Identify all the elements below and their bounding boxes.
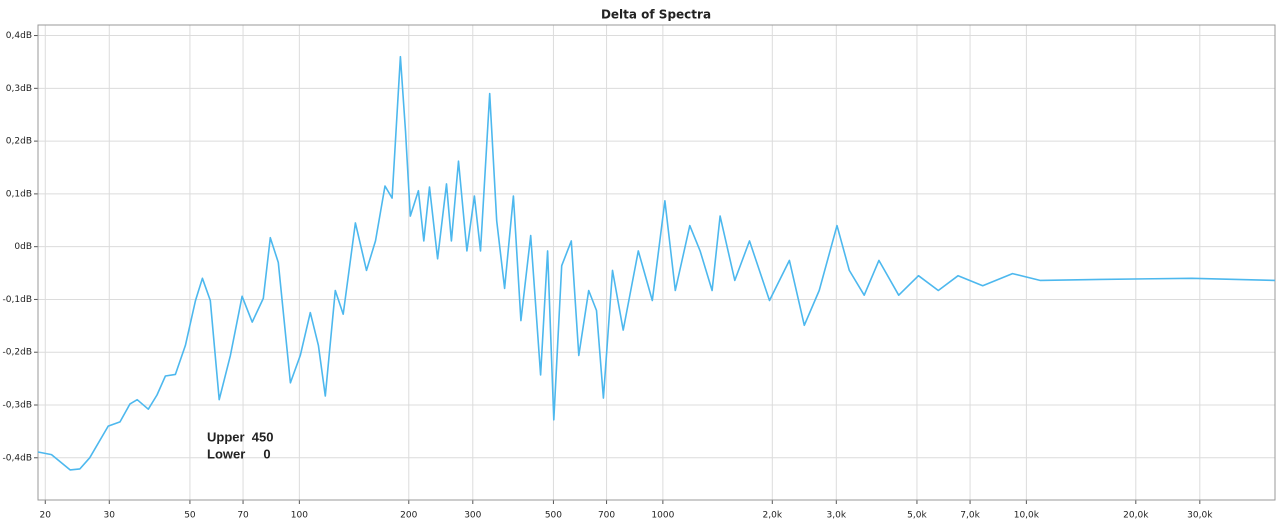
- x-tick-label: 30: [104, 511, 116, 521]
- x-tick-label: 100: [291, 511, 308, 521]
- x-tick-label: 200: [400, 511, 417, 521]
- data-line: [37, 55, 1276, 471]
- y-tick-label: 0,1dB: [6, 189, 32, 199]
- x-tick-label: 500: [545, 511, 562, 521]
- plot-frame: [37, 24, 1276, 501]
- y-tick-label: -0,2dB: [3, 348, 32, 358]
- y-tick-label: 0,4dB: [6, 31, 32, 41]
- annotation: Lower 0: [207, 446, 271, 461]
- x-tick-label: 50: [184, 511, 196, 521]
- x-tick-label: 1000: [651, 511, 674, 521]
- y-tick-label: 0,2dB: [6, 137, 32, 147]
- x-tick-label: 2,0k: [763, 511, 783, 521]
- y-tick-label: -0,4dB: [3, 453, 32, 463]
- x-tick-label: 20: [40, 511, 52, 521]
- x-tick-label: 700: [598, 511, 615, 521]
- y-tick-label: 0dB: [14, 242, 32, 252]
- x-tick-label: 7,0k: [960, 511, 980, 521]
- y-tick-label: -0,1dB: [3, 295, 32, 305]
- y-tick-label: 0,3dB: [6, 84, 32, 94]
- x-tick-label: 10,0k: [1014, 511, 1040, 521]
- x-tick-label: 20,0k: [1123, 511, 1149, 521]
- x-tick-label: 3,0k: [827, 511, 847, 521]
- chart-title: Delta of Spectra: [601, 8, 711, 22]
- x-tick-label: 70: [237, 511, 249, 521]
- annotation: Upper 450: [207, 429, 273, 444]
- x-tick-label: 30,0k: [1187, 511, 1213, 521]
- y-tick-label: -0,3dB: [3, 401, 32, 411]
- x-tick-label: 300: [464, 511, 481, 521]
- x-tick-label: 5,0k: [907, 511, 927, 521]
